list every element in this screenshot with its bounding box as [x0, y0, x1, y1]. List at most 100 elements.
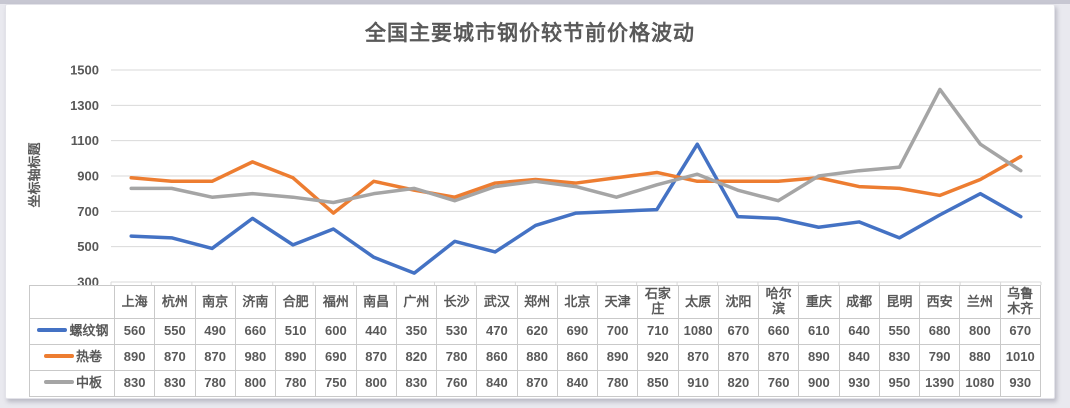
- table-cell: 550: [878, 318, 921, 345]
- table-cell: 910: [677, 370, 719, 397]
- table-cell: 1080: [677, 318, 719, 345]
- table-cell: 930: [838, 370, 880, 397]
- chart-card[interactable]: 全国主要城市钢价较节前价格波动 坐标轴标题 300 500 700 900 1100 13…: [5, 4, 1055, 399]
- table-cell: 750: [315, 370, 357, 397]
- legend-label: 中板: [75, 375, 102, 391]
- table-cell: 350: [395, 318, 438, 345]
- table-cell: 530: [435, 318, 478, 345]
- table-cell: 900: [798, 370, 840, 397]
- table-cell: 800: [355, 370, 397, 397]
- table-cell: 440: [355, 318, 397, 345]
- table-cell: 1390: [918, 370, 961, 397]
- table-cell: 670: [999, 318, 1041, 345]
- y-tick-label-1500: 1500: [70, 63, 99, 78]
- table-cell: 840: [838, 344, 880, 371]
- table-cell: 800: [959, 318, 1001, 345]
- table-cell: 830: [878, 344, 921, 371]
- table-col-header: 济南: [234, 285, 277, 319]
- table-col-header: 长沙: [435, 285, 478, 319]
- legend-key-中板: 中板: [29, 370, 115, 397]
- table-cell: 760: [757, 370, 800, 397]
- table-cell: 690: [556, 318, 599, 345]
- table-cell: 860: [556, 344, 599, 371]
- table-cell: 780: [596, 370, 639, 397]
- table-col-header: 太原: [677, 285, 719, 319]
- table-col-header: 福州: [315, 285, 357, 319]
- table-cell: 820: [395, 344, 438, 371]
- table-cell: 870: [194, 344, 236, 371]
- table-cell: 830: [154, 370, 196, 397]
- table-col-header: 杭州: [154, 285, 196, 319]
- table-cell: 620: [516, 318, 558, 345]
- legend-key-热卷: 热卷: [29, 344, 115, 371]
- table-cell: 830: [395, 370, 438, 397]
- chart-plot: 300 500 700 900 1100 1300 1500: [70, 63, 1042, 286]
- table-cell: 890: [274, 344, 317, 371]
- table-col-header: 哈尔滨: [757, 285, 800, 319]
- y-tick-label-1300: 1300: [70, 98, 99, 113]
- table-cell: 780: [435, 344, 478, 371]
- table-col-header: 兰州: [959, 285, 1001, 319]
- table-cell: 680: [918, 318, 961, 345]
- y-tick-label-700: 700: [77, 204, 99, 219]
- table-col-header: 沈阳: [717, 285, 760, 319]
- table-cell: 550: [154, 318, 196, 345]
- table-col-header: 上海: [113, 285, 156, 319]
- table-cell: 980: [234, 344, 277, 371]
- series-line-热卷: [129, 154, 1023, 215]
- table-cell: 870: [154, 344, 196, 371]
- series-line-中板: [129, 87, 1023, 205]
- series-line-螺纹钢: [129, 142, 1023, 275]
- y-tick-label-1100: 1100: [71, 133, 99, 148]
- table-col-header: 南昌: [355, 285, 397, 319]
- y-tick-label-900: 900: [77, 169, 99, 184]
- table-col-header: 昆明: [878, 285, 921, 319]
- table-cell: 840: [556, 370, 599, 397]
- table-cell: 870: [355, 344, 397, 371]
- table-col-header: 西安: [918, 285, 961, 319]
- table-cell: 870: [717, 344, 760, 371]
- data-table: 上海 杭州 南京 济南 合肥 福州 南昌 广州 长沙 武汉 郑州 北京 天津 石家庄 太原 沈阳 哈尔滨 重庆 成都…: [29, 285, 1041, 397]
- table-col-header: 广州: [395, 285, 438, 319]
- table-col-header: 乌鲁木齐: [999, 285, 1041, 319]
- table-cell: 470: [476, 318, 518, 345]
- table-cell: 870: [677, 344, 719, 371]
- table-cell: 1010: [999, 344, 1041, 371]
- table-cell: 880: [959, 344, 1001, 371]
- legend-line-icon: [43, 354, 74, 359]
- data-table-header: 上海 杭州 南京 济南 合肥 福州 南昌 广州 长沙 武汉 郑州 北京 天津 石家庄 太原 沈阳 哈尔滨 重庆 成都…: [29, 285, 1041, 319]
- table-cell: 600: [315, 318, 357, 345]
- table-cell: 870: [757, 344, 800, 371]
- table-cell: 850: [637, 370, 679, 397]
- table-cell: 830: [113, 370, 156, 397]
- table-row-中板: 中板 830 830 780 800 780 750 800 830 760 840 870 840 78…: [29, 370, 1041, 397]
- table-cell: 1080: [959, 370, 1001, 397]
- y-tick-label-500: 500: [77, 239, 99, 254]
- table-cell: 790: [918, 344, 961, 371]
- table-cell: 700: [596, 318, 639, 345]
- table-col-header: 北京: [556, 285, 599, 319]
- legend-label: 螺纹钢: [69, 323, 109, 339]
- table-cell: 860: [476, 344, 518, 371]
- table-cell: 660: [234, 318, 277, 345]
- table-cell: 560: [113, 318, 156, 345]
- table-row-热卷: 热卷 890 870 870 980 890 690 870 820 780 860 880 860 89…: [29, 344, 1041, 371]
- table-cell: 780: [274, 370, 317, 397]
- legend-key-螺纹钢: 螺纹钢: [29, 318, 115, 345]
- table-cell: 800: [234, 370, 277, 397]
- table-col-header: 成都: [838, 285, 880, 319]
- table-cell: 710: [637, 318, 679, 345]
- table-col-header: 合肥: [274, 285, 317, 319]
- table-cell: 950: [878, 370, 921, 397]
- table-cell: 890: [596, 344, 639, 371]
- table-cell: 610: [798, 318, 840, 345]
- table-col-header: 重庆: [798, 285, 840, 319]
- table-row-螺纹钢: 螺纹钢 560 550 490 660 510 600 440 350 530 470 620 690 7…: [29, 318, 1041, 345]
- legend-label: 热卷: [75, 349, 102, 365]
- table-cell: 640: [838, 318, 880, 345]
- y-tick-label-300: 300: [77, 275, 99, 286]
- table-cell: 930: [999, 370, 1041, 397]
- table-cell: 760: [435, 370, 478, 397]
- data-table-body: 螺纹钢 560 550 490 660 510 600 440 350 530 470 620 690 7…: [29, 318, 1041, 397]
- table-cell: 780: [194, 370, 236, 397]
